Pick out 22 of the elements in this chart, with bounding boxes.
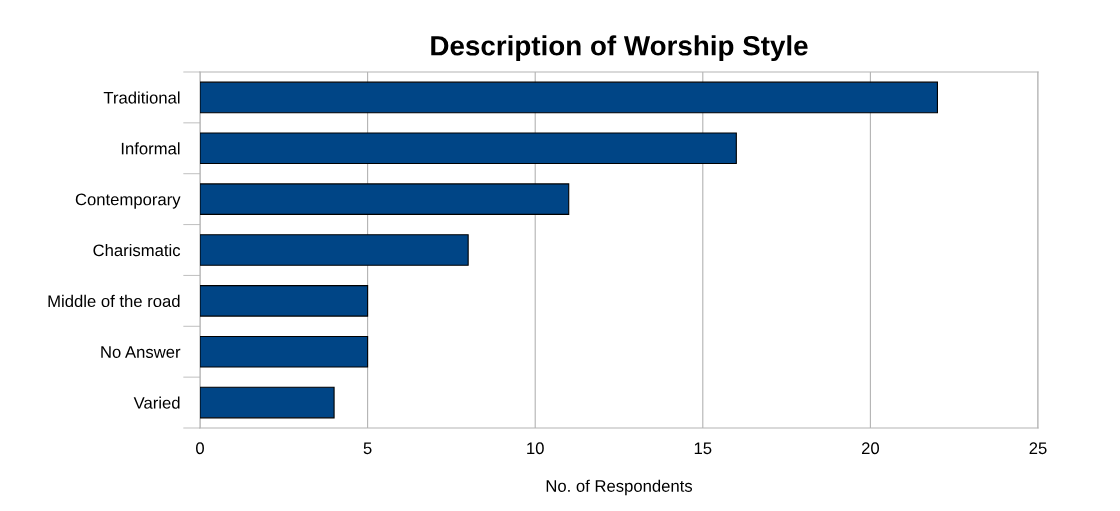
y-tick-label: Varied bbox=[133, 396, 180, 409]
bar bbox=[200, 386, 335, 419]
x-tick-label: 25 bbox=[1029, 442, 1047, 455]
x-tick-label: 0 bbox=[196, 442, 204, 455]
bar bbox=[200, 285, 369, 317]
y-tick-label: No Answer bbox=[101, 346, 181, 358]
chart-title: Description of Worship Style bbox=[431, 35, 808, 62]
y-tick-label: Charismatic bbox=[93, 243, 181, 257]
y-tick-label: Contemporary bbox=[75, 193, 181, 209]
y-tick-label: Traditional bbox=[103, 91, 180, 104]
bar bbox=[200, 132, 737, 165]
y-tick-label: Middle of the road bbox=[48, 294, 180, 308]
x-tick-label: 20 bbox=[861, 442, 880, 455]
bar bbox=[200, 335, 369, 368]
bar bbox=[200, 183, 570, 215]
bar bbox=[200, 81, 938, 114]
y-tick-label: Informal bbox=[121, 142, 180, 155]
bar bbox=[200, 234, 469, 266]
x-axis-title: No. of Respondents bbox=[546, 479, 693, 496]
x-tick-label: 10 bbox=[527, 442, 544, 455]
x-tick-label: 5 bbox=[363, 442, 372, 455]
x-tick-label: 15 bbox=[694, 442, 712, 455]
